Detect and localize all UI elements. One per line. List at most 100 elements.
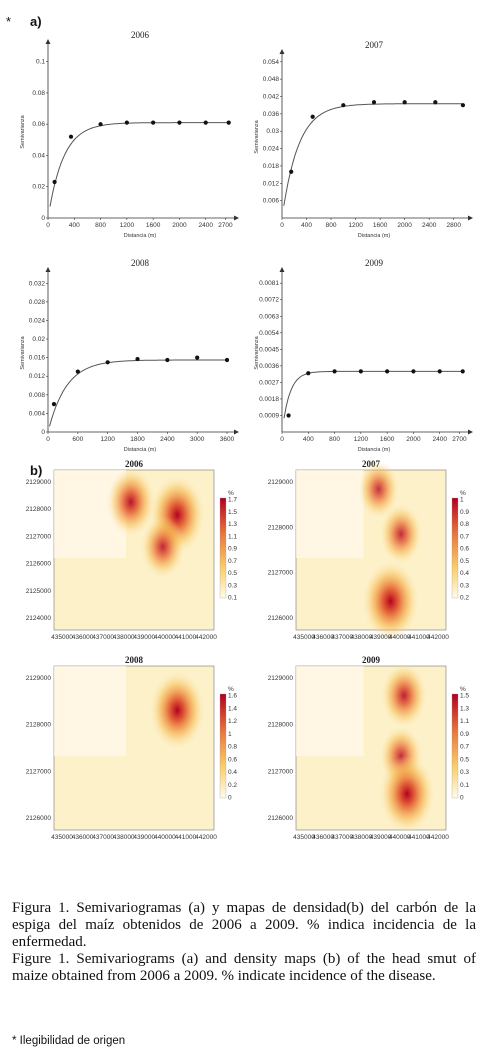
color-scale-label: 1.1 (228, 533, 237, 540)
map-x-tick-label: 439000 (370, 634, 392, 641)
x-tick-label: 2400 (160, 436, 175, 443)
map-x-tick-label: 439000 (133, 634, 155, 641)
model-curve (283, 103, 463, 206)
y-tick-label: 0.02 (32, 184, 45, 191)
map-y-tick-label: 2128000 (268, 722, 294, 729)
data-point (411, 369, 416, 374)
color-scale-label: 0.2 (460, 595, 469, 602)
data-point (286, 413, 291, 418)
color-scale-unit: % (228, 686, 234, 693)
map-x-tick-label: 435000 (51, 834, 73, 841)
y-axis-label: Semivarianza (254, 335, 260, 369)
y-axis-arrow (45, 267, 51, 272)
asterisk-marker: * (6, 14, 12, 29)
y-axis-arrow (45, 39, 51, 44)
x-tick-label: 0 (46, 436, 50, 443)
color-scale-label: 1.2 (228, 718, 237, 725)
x-axis-label: Distancia (m) (358, 233, 391, 239)
x-tick-label: 2000 (397, 222, 412, 229)
y-tick-label: 0.024 (29, 317, 46, 324)
data-point (151, 120, 156, 125)
color-scale-label: 0.3 (460, 582, 469, 589)
y-tick-label: 0.054 (263, 59, 280, 66)
density-map-2007: 2007212900021280002127000212600043500043… (256, 458, 476, 655)
map-x-tick-label: 439000 (370, 834, 392, 841)
y-tick-label: 0.042 (263, 94, 280, 101)
data-point (358, 369, 363, 374)
color-scale-bar (219, 693, 227, 799)
map-x-tick-label: 437000 (92, 834, 114, 841)
y-tick-label: 0.0072 (259, 297, 279, 304)
x-tick-label: 1600 (380, 436, 395, 443)
map-x-tick-label: 440000 (154, 834, 176, 841)
x-tick-label: 400 (301, 222, 312, 229)
x-tick-label: 3600 (220, 436, 235, 443)
map-x-tick-label: 435000 (51, 634, 73, 641)
x-tick-label: 1600 (373, 222, 388, 229)
map-y-tick-label: 2129000 (26, 675, 52, 682)
data-point (124, 120, 129, 125)
data-point (437, 369, 442, 374)
color-scale-label: 0.4 (460, 570, 469, 577)
map-x-tick-label: 437000 (331, 634, 353, 641)
color-scale-label: 0.7 (460, 744, 469, 751)
color-scale-label: 0.6 (460, 546, 469, 553)
color-scale-label: 0.9 (460, 509, 469, 516)
color-scale-label: 1.3 (460, 705, 469, 712)
color-scale-label: 0.6 (228, 756, 237, 763)
color-scale-label: 0 (460, 795, 464, 802)
map-x-tick-label: 438000 (351, 634, 373, 641)
y-tick-label: 0.1 (36, 59, 45, 66)
map-title: 2006 (125, 459, 144, 469)
color-scale-unit: % (228, 490, 234, 497)
map-y-tick-label: 2127000 (268, 570, 294, 577)
map-y-tick-label: 2124000 (26, 615, 52, 622)
map-x-tick-label: 436000 (72, 634, 94, 641)
density-map-2006: 2006 2129000 2128000 2127000 2126000 2125000 2… (14, 458, 244, 655)
y-tick-label: 0.032 (29, 280, 46, 287)
density-hotspot (379, 503, 423, 565)
density-map-2008: 2008 2129000 2128000 2127000 2126000 435000 43… (14, 654, 244, 855)
data-point (177, 120, 182, 125)
data-point (75, 369, 80, 374)
density-hotspot (106, 467, 155, 537)
chart-title: 2006 (131, 30, 150, 40)
data-point (385, 369, 390, 374)
data-point (226, 120, 231, 125)
color-scale-label: 1.4 (228, 705, 237, 712)
y-tick-label: 0.0045 (259, 346, 279, 353)
map-x-tick-label: 441000 (175, 834, 197, 841)
x-tick-label: 2400 (422, 222, 437, 229)
x-tick-label: 400 (303, 436, 314, 443)
color-scale-label: 1.1 (460, 718, 469, 725)
x-tick-label: 0 (280, 222, 284, 229)
color-scale-bar (451, 693, 459, 799)
map-y-tick-label: 2126000 (26, 561, 52, 568)
map-x-tick-label: 436000 (72, 834, 94, 841)
x-tick-label: 1200 (348, 222, 363, 229)
y-tick-label: 0 (41, 429, 45, 436)
map-shading (54, 666, 126, 757)
map-y-tick-label: 2128000 (26, 506, 52, 513)
y-tick-label: 0.06 (32, 121, 45, 128)
color-scale-unit: % (460, 686, 466, 693)
color-scale-label: 1.5 (228, 509, 237, 516)
map-x-tick-label: 442000 (195, 634, 217, 641)
y-tick-label: 0 (41, 215, 45, 222)
x-axis-arrow (234, 429, 239, 435)
data-point (195, 355, 200, 360)
color-scale-bar (451, 497, 459, 599)
x-tick-label: 1200 (100, 436, 115, 443)
data-point (224, 357, 230, 363)
color-scale-label: 0.8 (228, 744, 237, 751)
data-point (98, 122, 103, 127)
x-tick-label: 600 (72, 436, 83, 443)
data-point (341, 103, 346, 108)
x-tick-label: 2000 (172, 222, 187, 229)
data-point (203, 120, 208, 125)
map-y-tick-label: 2128000 (268, 524, 294, 531)
data-point (332, 369, 337, 374)
map-x-tick-label: 436000 (312, 834, 334, 841)
color-scale-label: 1 (460, 497, 464, 504)
x-tick-label: 0 (280, 436, 284, 443)
